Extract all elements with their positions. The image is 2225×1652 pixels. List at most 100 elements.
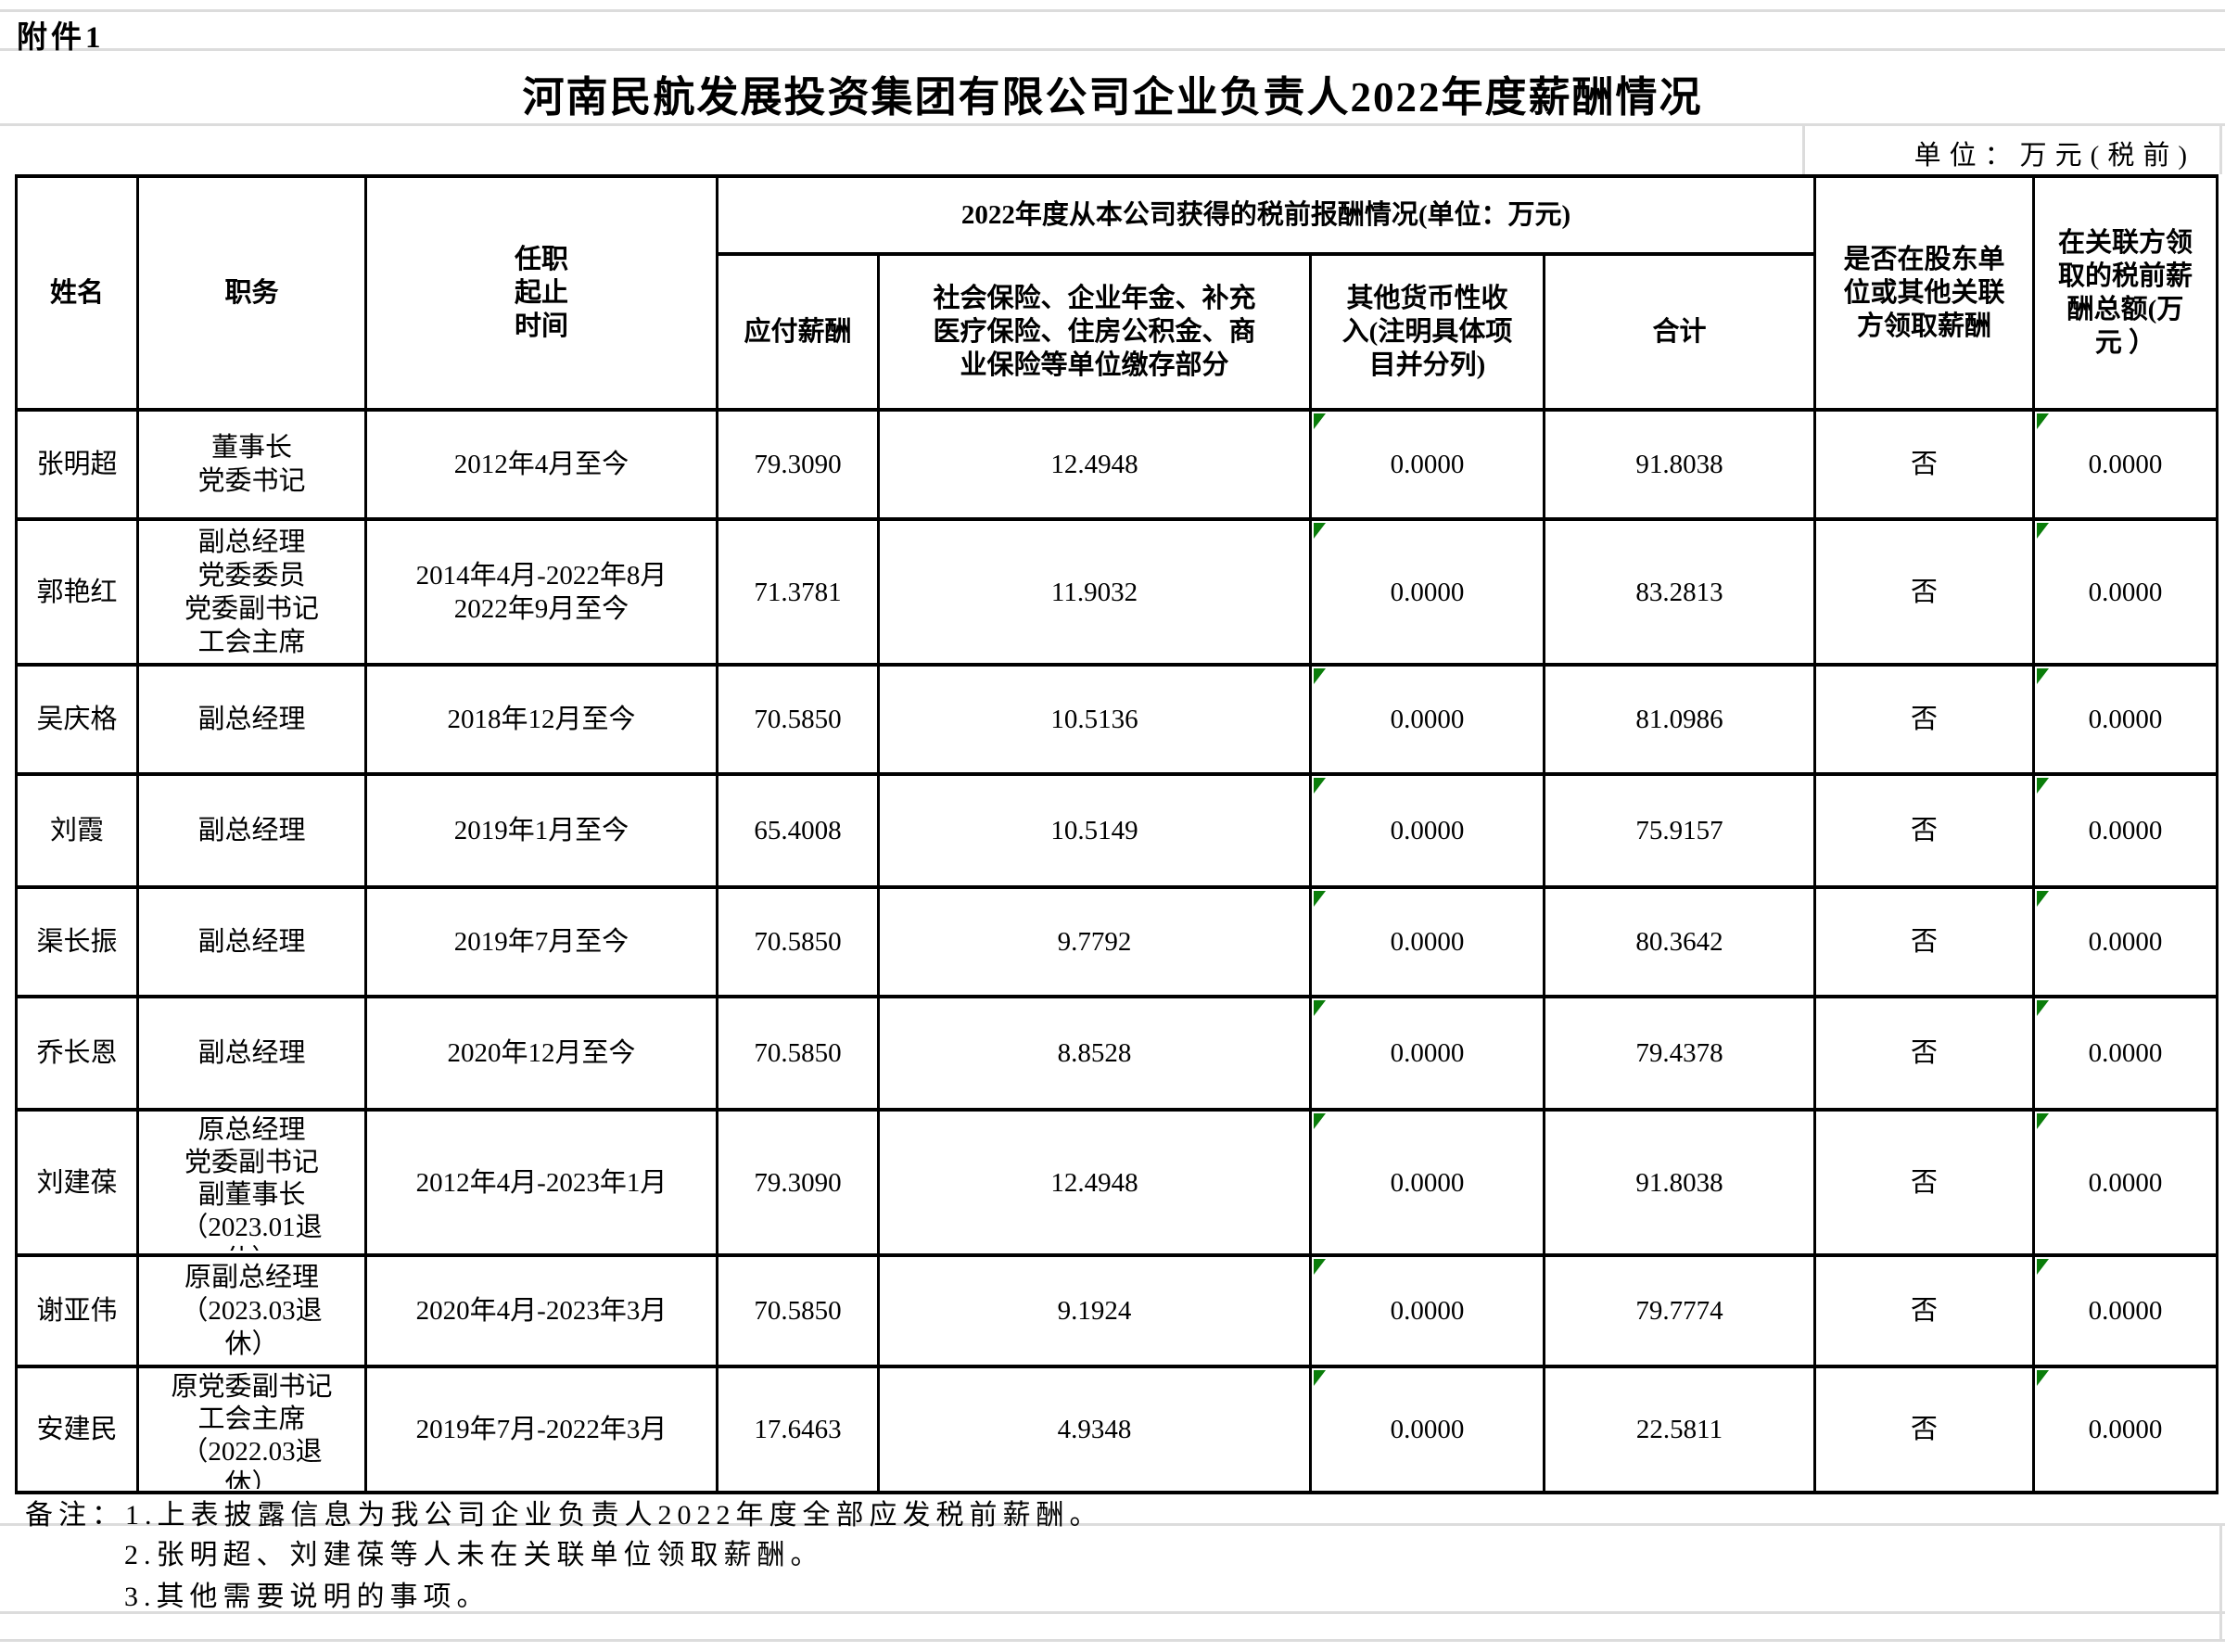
excel-error-indicator-icon xyxy=(2037,413,2049,429)
other-income-value: 0.0000 xyxy=(1390,1167,1465,1198)
position-cell: 副总经理 xyxy=(136,663,367,776)
insurance-cell: 9.7792 xyxy=(877,885,1312,998)
other-income-value: 0.0000 xyxy=(1390,927,1465,957)
excel-error-indicator-icon xyxy=(1314,1113,1326,1129)
payable-cell: 70.5850 xyxy=(716,1253,880,1368)
header-total: 合计 xyxy=(1543,252,1816,412)
table-row: 刘霞 副总经理 2019年1月至今 65.4008 10.5149 0.0000… xyxy=(15,772,2219,889)
excel-error-indicator-icon xyxy=(2037,891,2049,907)
related-total-cell: 0.0000 xyxy=(2032,772,2219,889)
name-cell: 安建民 xyxy=(15,1365,139,1494)
header-name: 姓名 xyxy=(15,174,139,412)
position-cell: 副总经理 xyxy=(136,885,367,998)
related-total-value: 0.0000 xyxy=(2088,577,2163,607)
total-cell: 75.9157 xyxy=(1543,772,1816,889)
related-flag-cell: 否 xyxy=(1813,1253,2035,1368)
excel-error-indicator-icon xyxy=(1314,668,1326,684)
related-total-value: 0.0000 xyxy=(2088,1296,2163,1326)
related-flag-cell: 否 xyxy=(1813,885,2035,998)
insurance-cell: 12.4948 xyxy=(877,408,1312,521)
note-line-1: 备注：1.上表披露信息为我公司企业负责人2022年度全部应发税前薪酬。 xyxy=(25,1500,1103,1531)
table-row: 郭艳红 副总经理 党委委员 党委副书记 工会主席 2014年4月-2022年8月… xyxy=(15,517,2219,667)
related-total-cell: 0.0000 xyxy=(2032,1365,2219,1494)
other-income-value: 0.0000 xyxy=(1390,816,1465,845)
related-flag-cell: 否 xyxy=(1813,517,2035,667)
note-line-3: 3.其他需要说明的事项。 xyxy=(124,1582,490,1612)
name-cell: 渠长振 xyxy=(15,885,139,998)
other-income-cell: 0.0000 xyxy=(1309,1365,1545,1494)
related-flag-cell: 否 xyxy=(1813,772,2035,889)
term-cell: 2019年7月-2022年3月 xyxy=(364,1365,718,1494)
total-cell: 80.3642 xyxy=(1543,885,1816,998)
related-flag-cell: 否 xyxy=(1813,663,2035,776)
term-cell: 2020年12月至今 xyxy=(364,995,718,1112)
other-income-value: 0.0000 xyxy=(1390,705,1465,734)
term-cell: 2019年7月至今 xyxy=(364,885,718,998)
other-income-value: 0.0000 xyxy=(1390,577,1465,607)
excel-error-indicator-icon xyxy=(2037,1370,2049,1386)
excel-error-indicator-icon xyxy=(2037,1113,2049,1129)
payable-cell: 79.3090 xyxy=(716,1108,880,1257)
position-cell: 副总经理 党委委员 党委副书记 工会主席 xyxy=(136,517,367,667)
other-income-cell: 0.0000 xyxy=(1309,663,1545,776)
other-income-value: 0.0000 xyxy=(1390,450,1465,479)
excel-error-indicator-icon xyxy=(1314,1259,1326,1275)
excel-error-indicator-icon xyxy=(1314,778,1326,794)
header-term: 任职 起止 时间 xyxy=(364,174,718,412)
insurance-cell: 9.1924 xyxy=(877,1253,1312,1368)
other-income-value: 0.0000 xyxy=(1390,1296,1465,1326)
insurance-cell: 10.5136 xyxy=(877,663,1312,776)
related-total-value: 0.0000 xyxy=(2088,1167,2163,1198)
term-cell: 2012年4月至今 xyxy=(364,408,718,521)
payable-cell: 17.6463 xyxy=(716,1365,880,1494)
position-cell: 原副总经理 （2023.03退 休） xyxy=(136,1253,367,1368)
position-cell: 副总经理 xyxy=(136,772,367,889)
gridline xyxy=(0,1611,2225,1614)
table-row: 刘建葆 原总经理 党委副书记 副董事长 （2023.01退 休） 2012年4月… xyxy=(15,1108,2219,1257)
gridline xyxy=(0,48,2225,51)
term-cell: 2018年12月至今 xyxy=(364,663,718,776)
related-total-cell: 0.0000 xyxy=(2032,408,2219,521)
position-text: 原总经理 党委副书记 副董事长 （2023.01退 休） xyxy=(181,1115,323,1251)
related-total-cell: 0.0000 xyxy=(2032,885,2219,998)
header-compensation-group: 2022年度从本公司获得的税前报酬情况(单位：万元) xyxy=(716,174,1816,256)
excel-error-indicator-icon xyxy=(1314,891,1326,907)
header-other-income: 其他货币性收 入(注明具体项 目并分列) xyxy=(1309,252,1545,412)
header-related-total: 在关联方领 取的税前薪 酬总额(万 元 ） xyxy=(2032,174,2219,412)
gridline xyxy=(2219,123,2222,174)
total-cell: 81.0986 xyxy=(1543,663,1816,776)
name-cell: 刘霞 xyxy=(15,772,139,889)
header-position: 职务 xyxy=(136,174,367,412)
related-total-cell: 0.0000 xyxy=(2032,1108,2219,1257)
name-cell: 乔长恩 xyxy=(15,995,139,1112)
salary-table: 姓名 职务 任职 起止 时间 2022年度从本公司获得的税前报酬情况(单位：万元… xyxy=(15,174,2219,1494)
name-cell: 刘建葆 xyxy=(15,1108,139,1257)
table-row: 安建民 原党委副书记 工会主席 （2022.03退 休） 2019年7月-202… xyxy=(15,1365,2219,1494)
total-cell: 79.7774 xyxy=(1543,1253,1816,1368)
payable-cell: 65.4008 xyxy=(716,772,880,889)
total-cell: 91.8038 xyxy=(1543,1108,1816,1257)
table-row: 张明超 董事长 党委书记 2012年4月至今 79.3090 12.4948 0… xyxy=(15,408,2219,521)
gridline xyxy=(0,9,2225,12)
insurance-cell: 4.9348 xyxy=(877,1365,1312,1494)
gridline xyxy=(0,123,2225,126)
unit-note: 单位：万元(税前) xyxy=(1914,141,2195,171)
other-income-cell: 0.0000 xyxy=(1309,995,1545,1112)
table-row: 渠长振 副总经理 2019年7月至今 70.5850 9.7792 0.0000… xyxy=(15,885,2219,998)
gridline xyxy=(0,1523,2225,1526)
payable-cell: 70.5850 xyxy=(716,663,880,776)
related-total-value: 0.0000 xyxy=(2088,816,2163,845)
related-flag-cell: 否 xyxy=(1813,1365,2035,1494)
related-flag-cell: 否 xyxy=(1813,408,2035,521)
page-title: 河南民航发展投资集团有限公司企业负责人2022年度薪酬情况 xyxy=(522,74,1703,121)
position-cell: 副总经理 xyxy=(136,995,367,1112)
total-cell: 79.4378 xyxy=(1543,995,1816,1112)
total-cell: 91.8038 xyxy=(1543,408,1816,521)
excel-error-indicator-icon xyxy=(2037,1000,2049,1016)
related-total-value: 0.0000 xyxy=(2088,1415,2163,1444)
header-insurance: 社会保险、企业年金、补充 医疗保险、住房公积金、商 业保险等单位缴存部分 xyxy=(877,252,1312,412)
excel-error-indicator-icon xyxy=(1314,523,1326,539)
excel-error-indicator-icon xyxy=(1314,1370,1326,1386)
excel-error-indicator-icon xyxy=(2037,1259,2049,1275)
